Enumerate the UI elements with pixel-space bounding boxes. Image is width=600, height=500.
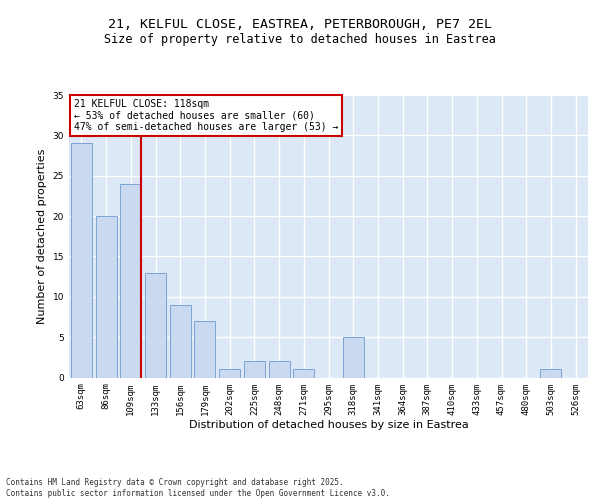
Bar: [145, 272, 166, 378]
Bar: [219, 370, 240, 378]
Bar: [120, 184, 141, 378]
Bar: [244, 362, 265, 378]
Bar: [95, 216, 116, 378]
Text: Size of property relative to detached houses in Eastrea: Size of property relative to detached ho…: [104, 32, 496, 46]
Y-axis label: Number of detached properties: Number of detached properties: [37, 148, 47, 324]
Bar: [343, 337, 364, 378]
Text: Contains HM Land Registry data © Crown copyright and database right 2025.
Contai: Contains HM Land Registry data © Crown c…: [6, 478, 390, 498]
Bar: [194, 321, 215, 378]
Bar: [293, 370, 314, 378]
Bar: [541, 370, 562, 378]
Text: 21, KELFUL CLOSE, EASTREA, PETERBOROUGH, PE7 2EL: 21, KELFUL CLOSE, EASTREA, PETERBOROUGH,…: [108, 18, 492, 30]
X-axis label: Distribution of detached houses by size in Eastrea: Distribution of detached houses by size …: [188, 420, 469, 430]
Text: 21 KELFUL CLOSE: 118sqm
← 53% of detached houses are smaller (60)
47% of semi-de: 21 KELFUL CLOSE: 118sqm ← 53% of detache…: [74, 99, 338, 132]
Bar: [269, 362, 290, 378]
Bar: [170, 305, 191, 378]
Bar: [71, 144, 92, 378]
